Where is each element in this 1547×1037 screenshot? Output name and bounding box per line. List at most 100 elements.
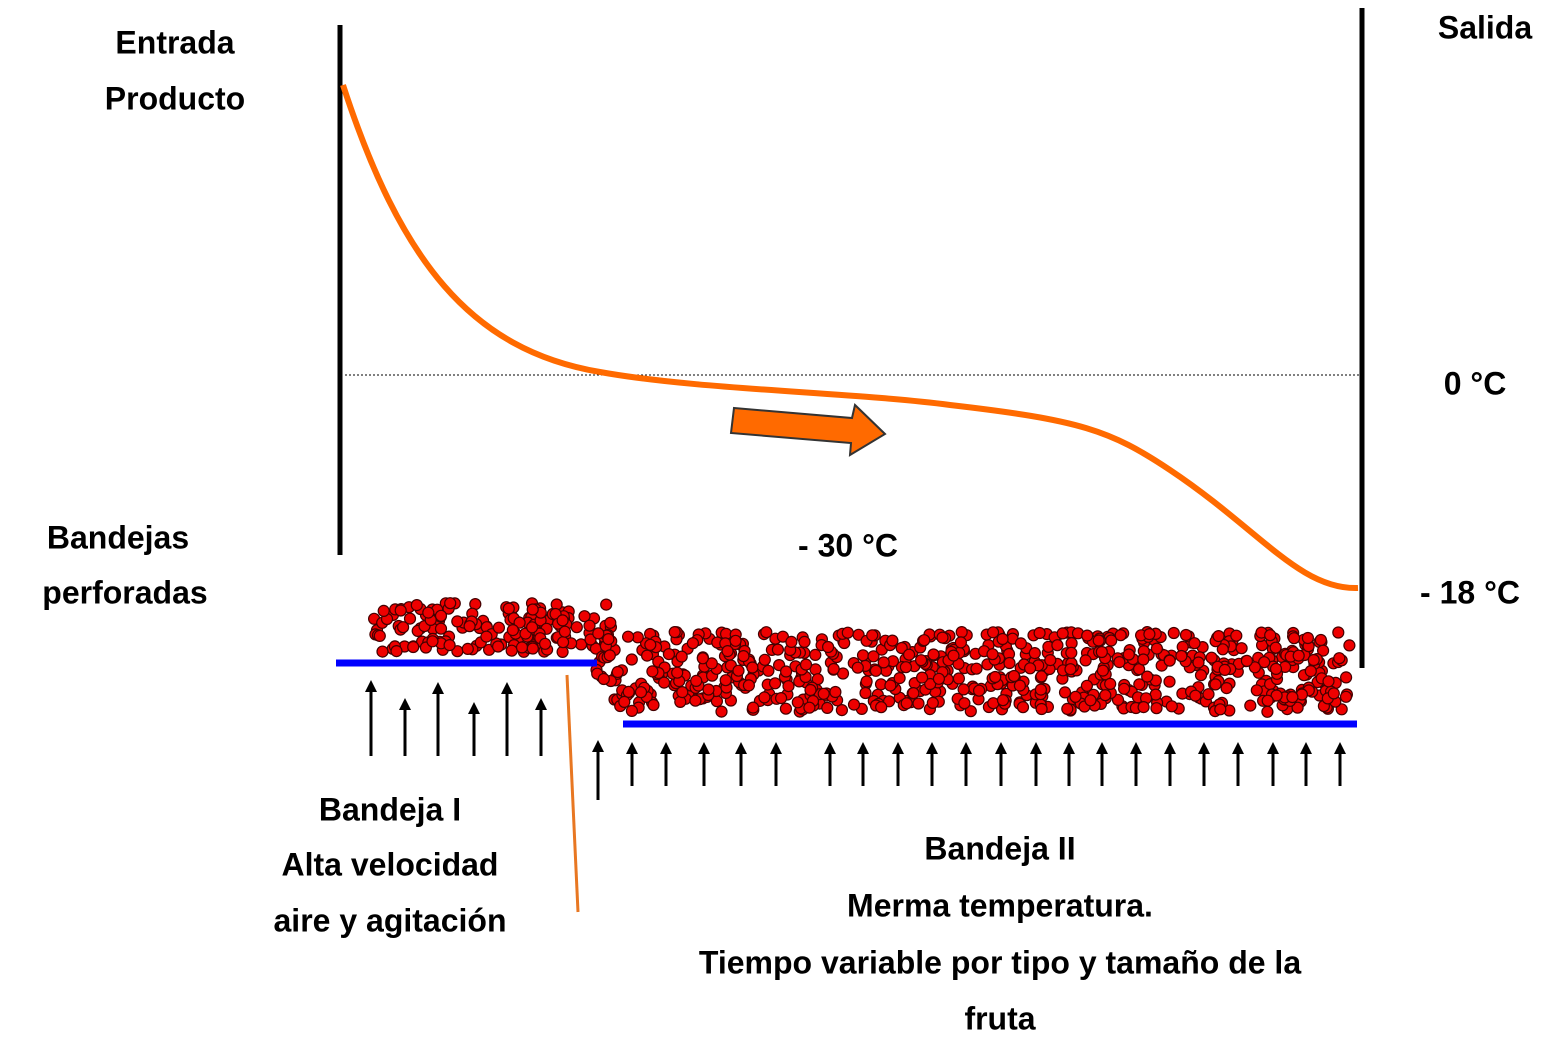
berry xyxy=(675,650,688,663)
berry xyxy=(851,661,864,674)
berry xyxy=(989,670,1002,684)
berry xyxy=(907,686,920,700)
berry xyxy=(603,649,616,662)
berry xyxy=(779,702,793,715)
berry xyxy=(1209,678,1222,691)
berry xyxy=(1291,701,1304,714)
berry xyxy=(1301,631,1315,645)
berry xyxy=(696,652,709,665)
berry xyxy=(1092,634,1105,647)
berry xyxy=(924,677,937,691)
berry xyxy=(422,606,435,619)
tray-1-label: Alta velocidad xyxy=(282,846,499,882)
berry xyxy=(915,671,929,684)
berry xyxy=(526,642,539,655)
berry xyxy=(644,638,657,651)
air-arrow-head xyxy=(432,682,444,694)
berry xyxy=(1104,677,1117,691)
berry xyxy=(869,664,883,677)
berry xyxy=(1307,653,1320,667)
berry xyxy=(657,676,671,689)
air-arrow-head xyxy=(926,742,938,754)
berry xyxy=(1333,652,1346,665)
temp-air: - 30 °C xyxy=(798,527,898,563)
berry xyxy=(705,657,718,670)
berry xyxy=(1096,664,1110,677)
berry xyxy=(1069,690,1082,703)
berry xyxy=(1322,675,1335,688)
berry xyxy=(1137,700,1150,714)
berry xyxy=(1304,664,1317,678)
temp-zero: 0 °C xyxy=(1444,365,1507,401)
berry xyxy=(690,674,703,688)
berry xyxy=(860,675,873,688)
berry xyxy=(746,661,759,674)
berry xyxy=(799,658,813,671)
tray-2-label: Bandeja II xyxy=(924,830,1075,866)
berry xyxy=(1044,653,1057,667)
berry xyxy=(817,687,830,700)
berry xyxy=(1339,671,1353,684)
air-arrow-head xyxy=(365,680,377,692)
berry xyxy=(480,630,493,643)
tray-2-label: fruta xyxy=(964,1000,1035,1036)
air-arrow-head xyxy=(1164,742,1176,754)
berry xyxy=(895,641,908,655)
berry xyxy=(1150,702,1163,715)
berry xyxy=(771,643,785,656)
berry xyxy=(689,694,702,707)
berry xyxy=(932,672,946,685)
berry xyxy=(893,671,906,685)
berry xyxy=(926,696,939,710)
inlet-label: Producto xyxy=(105,80,245,116)
berry xyxy=(746,701,760,714)
berry xyxy=(1003,656,1016,670)
berry xyxy=(502,602,515,615)
berry xyxy=(1214,703,1227,716)
berry xyxy=(592,627,605,640)
berry xyxy=(803,701,816,714)
berry xyxy=(856,649,870,662)
air-arrow-head xyxy=(626,742,638,754)
berry xyxy=(451,615,464,628)
berry xyxy=(597,672,610,686)
berry xyxy=(1258,656,1271,669)
berry xyxy=(804,683,817,697)
berry xyxy=(886,634,899,647)
berry xyxy=(640,649,654,662)
berry xyxy=(1205,651,1218,664)
berry xyxy=(798,635,811,649)
berry xyxy=(821,640,835,654)
berry xyxy=(1179,628,1193,642)
berry xyxy=(538,637,552,650)
berry xyxy=(1114,629,1127,642)
berry xyxy=(1061,702,1074,716)
temperature-curve xyxy=(340,84,1359,592)
berry xyxy=(506,623,520,637)
berry xyxy=(1150,642,1164,655)
air-arrow-head xyxy=(399,698,411,710)
berry xyxy=(618,695,631,709)
berry xyxy=(515,641,529,654)
air-arrow-head xyxy=(1130,742,1142,754)
berry xyxy=(835,703,849,717)
air-arrow-head xyxy=(1198,742,1210,754)
air-arrow-head xyxy=(468,702,480,714)
berry xyxy=(1064,663,1077,676)
berry xyxy=(1261,705,1274,718)
berry xyxy=(972,684,986,697)
berry xyxy=(1133,678,1146,691)
berry xyxy=(875,701,888,714)
flow-arrow xyxy=(729,403,887,457)
berry xyxy=(1332,626,1345,639)
berry xyxy=(556,614,569,627)
berry xyxy=(1007,669,1021,683)
tray-2-label: Merma temperatura. xyxy=(847,887,1153,923)
tray-1-label: Bandeja I xyxy=(319,791,461,827)
berry xyxy=(785,635,798,649)
berry xyxy=(1051,639,1064,652)
berry xyxy=(1016,701,1030,714)
berry xyxy=(525,621,539,634)
berry xyxy=(410,598,423,612)
berry xyxy=(444,597,457,610)
